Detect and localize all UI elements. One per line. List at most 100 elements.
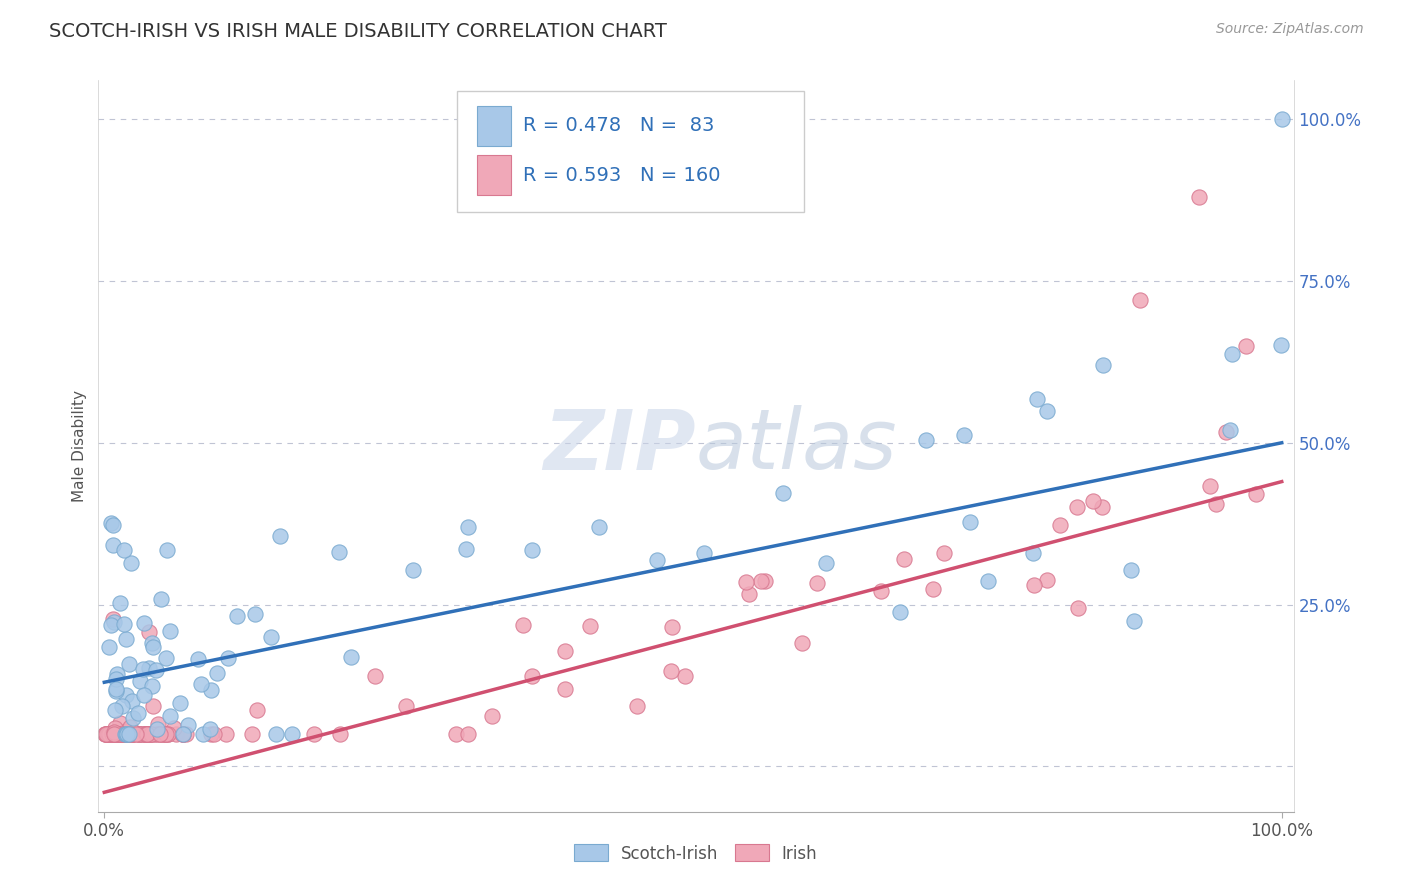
- Point: [114, 727, 136, 741]
- Point: [105, 727, 128, 741]
- Point: [1119, 563, 1142, 577]
- Text: ZIP: ZIP: [543, 406, 696, 486]
- Point: [200, 727, 222, 741]
- Point: [152, 727, 174, 741]
- Point: [120, 727, 142, 741]
- Point: [264, 727, 287, 741]
- Point: [1025, 392, 1047, 406]
- Point: [103, 721, 125, 735]
- Point: [142, 640, 165, 654]
- Point: [225, 608, 247, 623]
- Point: [339, 649, 361, 664]
- Point: [103, 727, 125, 741]
- Point: [101, 612, 124, 626]
- Point: [169, 696, 191, 710]
- Point: [94, 727, 117, 741]
- Point: [202, 727, 225, 741]
- Point: [122, 727, 145, 741]
- Point: [1123, 615, 1146, 629]
- Point: [157, 727, 180, 741]
- Point: [217, 651, 239, 665]
- Point: [98, 727, 121, 741]
- Point: [170, 727, 193, 741]
- Point: [647, 553, 669, 567]
- Point: [118, 657, 141, 671]
- Point: [134, 615, 156, 630]
- Point: [159, 709, 181, 723]
- Point: [100, 727, 122, 741]
- Point: [107, 727, 129, 741]
- Point: [246, 703, 269, 717]
- Point: [127, 727, 149, 741]
- Point: [98, 727, 121, 741]
- Point: [105, 727, 128, 741]
- Point: [304, 727, 326, 741]
- Point: [1215, 425, 1237, 440]
- Point: [139, 727, 162, 741]
- Point: [118, 727, 141, 741]
- Point: [1021, 546, 1043, 560]
- Point: [105, 672, 128, 686]
- Text: Source: ZipAtlas.com: Source: ZipAtlas.com: [1216, 22, 1364, 37]
- Point: [889, 605, 911, 619]
- Point: [112, 617, 135, 632]
- Point: [121, 693, 143, 707]
- Point: [163, 721, 186, 735]
- Point: [107, 727, 129, 741]
- Point: [522, 542, 544, 557]
- Point: [101, 727, 124, 741]
- Point: [96, 727, 118, 741]
- Point: [1049, 518, 1071, 533]
- Point: [114, 723, 136, 738]
- Point: [806, 575, 828, 590]
- Point: [364, 669, 387, 683]
- Point: [402, 563, 425, 577]
- Point: [108, 727, 131, 741]
- Point: [110, 727, 132, 741]
- Point: [96, 727, 118, 741]
- Point: [200, 683, 222, 698]
- Point: [121, 727, 143, 741]
- Point: [105, 667, 128, 681]
- Point: [142, 699, 165, 714]
- Point: [100, 618, 122, 632]
- Point: [149, 727, 172, 741]
- Point: [121, 727, 143, 741]
- Point: [215, 727, 238, 741]
- Point: [738, 587, 761, 601]
- Point: [110, 727, 132, 741]
- Point: [191, 727, 214, 741]
- Point: [97, 727, 120, 741]
- Point: [814, 557, 837, 571]
- Point: [1091, 500, 1114, 514]
- Point: [150, 591, 173, 606]
- Point: [1022, 577, 1045, 591]
- Point: [141, 679, 163, 693]
- Point: [1205, 497, 1227, 511]
- Point: [1067, 601, 1090, 615]
- Point: [131, 662, 153, 676]
- Point: [121, 727, 143, 741]
- Point: [97, 727, 120, 741]
- Point: [103, 615, 125, 630]
- Point: [128, 673, 150, 688]
- Point: [176, 727, 198, 741]
- Point: [138, 625, 160, 640]
- Point: [120, 556, 142, 570]
- Point: [141, 727, 163, 741]
- Point: [115, 727, 138, 741]
- Y-axis label: Male Disability: Male Disability: [72, 390, 87, 502]
- Point: [114, 727, 136, 741]
- Point: [138, 661, 160, 675]
- Point: [110, 698, 132, 713]
- Point: [150, 727, 173, 741]
- Point: [145, 663, 167, 677]
- Legend: Scotch-Irish, Irish: Scotch-Irish, Irish: [568, 838, 824, 869]
- Point: [96, 727, 118, 741]
- Point: [97, 727, 120, 741]
- Point: [673, 669, 696, 683]
- Point: [172, 727, 194, 741]
- Point: [129, 727, 152, 741]
- Point: [103, 727, 125, 741]
- Point: [1270, 338, 1292, 352]
